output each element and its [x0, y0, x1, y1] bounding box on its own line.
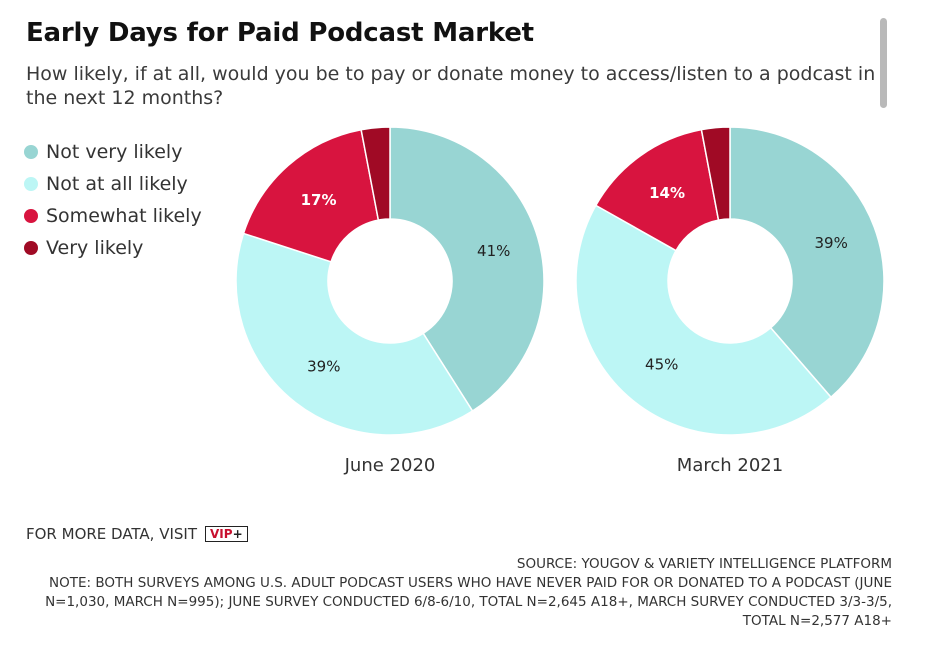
vip-plus-sign: + — [232, 527, 243, 541]
legend-label: Not very likely — [46, 141, 183, 163]
donut-caption: June 2020 — [344, 455, 436, 476]
more-data-line: FOR MORE DATA, VISIT VIP+ — [26, 525, 248, 543]
vip-text: VIP — [210, 527, 233, 541]
donut-caption: March 2021 — [677, 455, 783, 476]
more-data-text: FOR MORE DATA, VISIT — [26, 525, 198, 543]
legend-item-very-likely: Very likely — [24, 232, 202, 264]
legend-item-not-at-all-likely: Not at all likely — [24, 168, 202, 200]
legend-item-somewhat-likely: Somewhat likely — [24, 200, 202, 232]
legend-label: Very likely — [46, 237, 144, 259]
legend-label: Not at all likely — [46, 173, 188, 195]
data-label-not-very-likely: 41% — [477, 242, 510, 260]
legend: Not very likely Not at all likely Somewh… — [24, 136, 202, 264]
data-label-not-very-likely: 39% — [814, 234, 847, 252]
data-label-not-at-all-likely: 39% — [307, 357, 340, 375]
legend-swatch — [24, 177, 38, 191]
scrollbar-thumb[interactable] — [880, 18, 887, 108]
data-label-somewhat-likely: 14% — [649, 184, 685, 202]
slice-not-very-likely — [729, 126, 885, 399]
legend-item-not-very-likely: Not very likely — [24, 136, 202, 168]
slice-not-at-all-likely — [235, 232, 474, 436]
slice-not-at-all-likely — [575, 204, 833, 436]
chart-title: Early Days for Paid Podcast Market — [26, 18, 534, 48]
donut-june-2020: 41% 39% 17% June 2020 — [235, 126, 545, 476]
vip-plus-link[interactable]: VIP+ — [205, 526, 248, 542]
note-text: NOTE: BOTH SURVEYS AMONG U.S. ADULT PODC… — [45, 575, 892, 629]
slice-not-very-likely — [389, 126, 545, 413]
slice-very-likely — [360, 126, 391, 221]
chart-subtitle: How likely, if at all, would you be to p… — [26, 63, 876, 109]
legend-swatch — [24, 145, 38, 159]
legend-label: Somewhat likely — [46, 205, 202, 227]
slice-somewhat-likely — [242, 128, 380, 263]
data-label-somewhat-likely: 17% — [301, 191, 337, 209]
source-text: SOURCE: YOUGOV & VARIETY INTELLIGENCE PL… — [516, 556, 892, 572]
source-notes: SOURCE: YOUGOV & VARIETY INTELLIGENCE PL… — [32, 555, 892, 631]
data-label-not-at-all-likely: 45% — [645, 356, 678, 374]
legend-swatch — [24, 241, 38, 255]
slice-very-likely — [700, 126, 731, 221]
donut-charts: 41% 39% 17% June 2020 39% 45% 14% March 2021 — [235, 126, 885, 476]
legend-swatch — [24, 209, 38, 223]
donut-march-2021: 39% 45% 14% March 2021 — [575, 126, 885, 476]
